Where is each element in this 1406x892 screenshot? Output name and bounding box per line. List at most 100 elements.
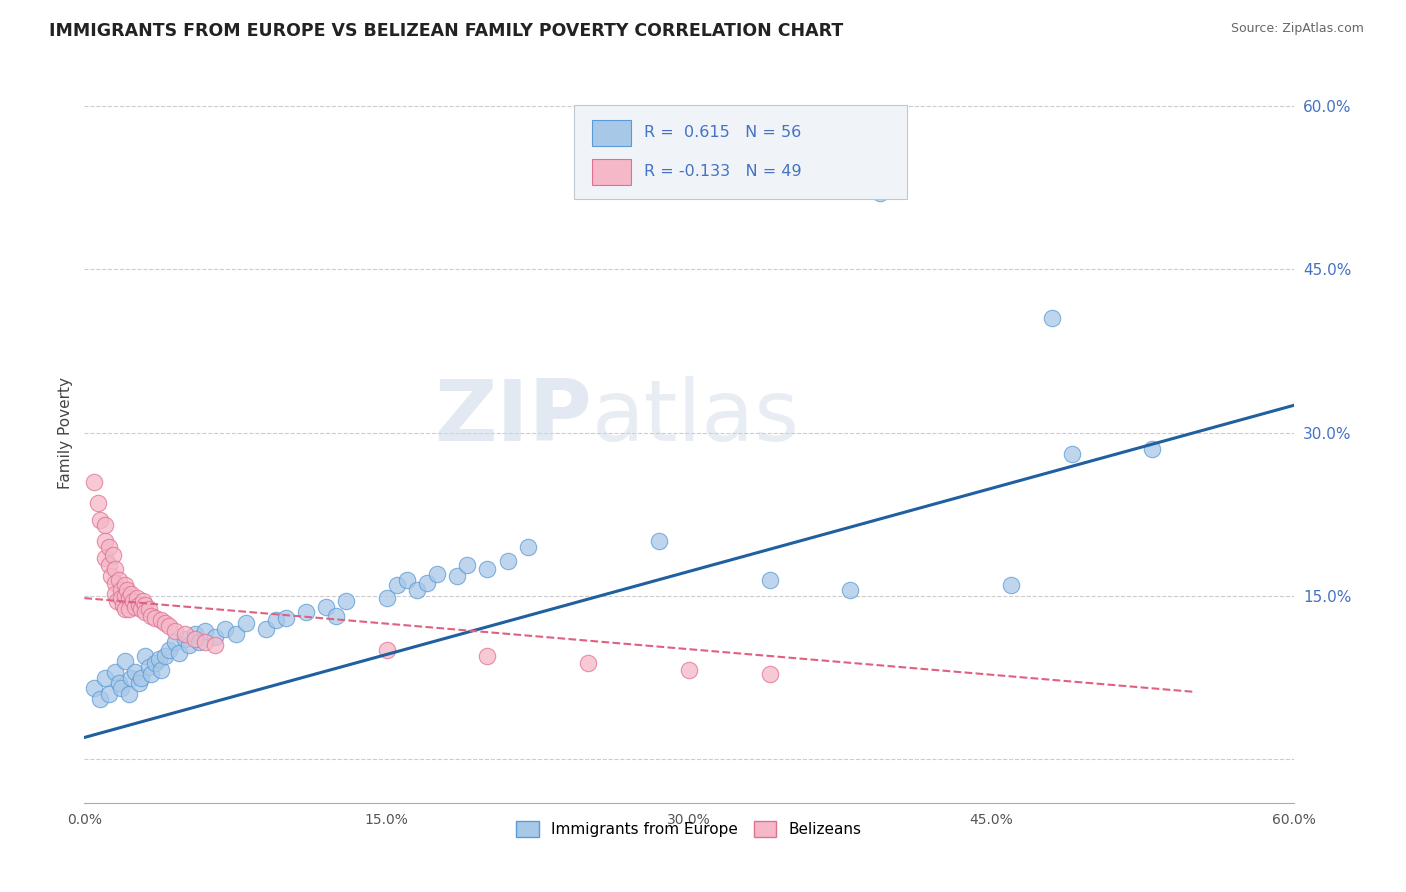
Point: [315, 599, 337, 614]
Point: [416, 575, 439, 590]
Point: [1040, 311, 1063, 326]
Point: [110, 681, 132, 696]
Text: Source: ZipAtlas.com: Source: ZipAtlas.com: [1230, 22, 1364, 36]
Point: [83, 681, 105, 696]
Point: [93, 550, 115, 565]
Point: [105, 594, 128, 608]
Point: [157, 643, 180, 657]
Point: [264, 613, 287, 627]
Point: [110, 583, 132, 598]
Point: [869, 186, 891, 200]
Point: [114, 654, 136, 668]
Point: [110, 591, 132, 606]
Point: [139, 667, 162, 681]
FancyBboxPatch shape: [574, 104, 907, 200]
Point: [426, 567, 449, 582]
Point: [132, 594, 155, 608]
Point: [101, 548, 124, 562]
Point: [100, 569, 122, 583]
Point: [134, 598, 156, 612]
Point: [1000, 578, 1022, 592]
Point: [274, 611, 297, 625]
Point: [118, 591, 141, 606]
Point: [107, 573, 129, 587]
Point: [446, 569, 468, 583]
Point: [335, 594, 357, 608]
Point: [157, 619, 180, 633]
Point: [194, 624, 217, 638]
Point: [678, 663, 700, 677]
Point: [149, 663, 172, 677]
Point: [124, 665, 146, 680]
Point: [184, 627, 207, 641]
Point: [93, 534, 115, 549]
Point: [89, 513, 111, 527]
Point: [148, 652, 170, 666]
Text: IMMIGRANTS FROM EUROPE VS BELIZEAN FAMILY POVERTY CORRELATION CHART: IMMIGRANTS FROM EUROPE VS BELIZEAN FAMIL…: [49, 22, 844, 40]
Point: [134, 605, 156, 619]
Point: [295, 605, 318, 619]
Point: [128, 676, 150, 690]
Point: [104, 562, 127, 576]
Point: [104, 587, 127, 601]
Point: [1060, 447, 1083, 461]
Text: atlas: atlas: [592, 376, 800, 459]
Point: [375, 643, 398, 657]
Point: [118, 602, 141, 616]
Point: [496, 554, 519, 568]
Text: ZIP: ZIP: [434, 376, 592, 459]
Point: [138, 602, 160, 616]
Point: [254, 622, 277, 636]
Point: [118, 687, 141, 701]
Point: [138, 659, 160, 673]
Point: [125, 591, 148, 606]
Point: [214, 622, 236, 636]
Text: R = -0.133   N = 49: R = -0.133 N = 49: [644, 164, 801, 178]
Point: [516, 540, 538, 554]
Point: [93, 671, 115, 685]
Point: [188, 634, 211, 648]
Point: [204, 630, 226, 644]
Point: [149, 613, 172, 627]
Point: [111, 598, 134, 612]
Point: [395, 573, 418, 587]
Point: [114, 589, 136, 603]
Point: [114, 602, 136, 616]
Point: [89, 692, 111, 706]
Point: [153, 616, 176, 631]
Y-axis label: Family Poverty: Family Poverty: [58, 376, 73, 489]
Point: [576, 657, 599, 671]
Point: [143, 611, 166, 625]
Point: [120, 671, 142, 685]
Point: [115, 583, 138, 598]
Point: [174, 632, 197, 647]
Point: [477, 562, 499, 576]
Point: [456, 558, 478, 573]
Point: [129, 671, 152, 685]
Point: [758, 667, 780, 681]
Point: [758, 573, 780, 587]
Point: [134, 648, 156, 663]
Point: [139, 608, 162, 623]
Point: [839, 583, 862, 598]
Point: [121, 594, 143, 608]
Point: [648, 534, 671, 549]
Point: [406, 583, 429, 598]
Text: R =  0.615   N = 56: R = 0.615 N = 56: [644, 125, 801, 140]
Point: [93, 518, 115, 533]
Point: [87, 496, 110, 510]
Point: [204, 638, 226, 652]
Point: [114, 578, 136, 592]
Point: [129, 602, 152, 616]
Point: [174, 627, 197, 641]
FancyBboxPatch shape: [592, 159, 631, 185]
Point: [165, 624, 187, 638]
Point: [97, 687, 120, 701]
Point: [167, 646, 190, 660]
Point: [477, 648, 499, 663]
Legend: Immigrants from Europe, Belizeans: Immigrants from Europe, Belizeans: [510, 815, 868, 843]
FancyBboxPatch shape: [592, 120, 631, 146]
Point: [153, 648, 176, 663]
Point: [1142, 442, 1164, 456]
Point: [375, 591, 398, 606]
